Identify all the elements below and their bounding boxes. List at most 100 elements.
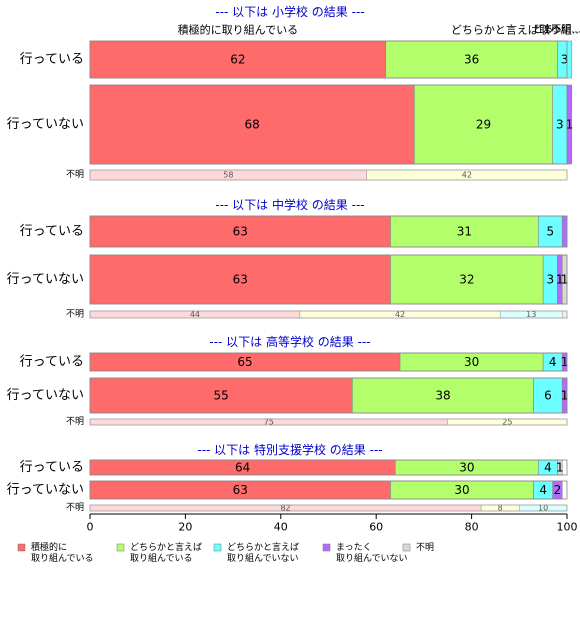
unknown-value-1-1: 42	[395, 310, 405, 319]
top-header-label-3: まっ...	[542, 24, 571, 36]
bar-value-1-1-2: 3	[546, 273, 554, 287]
top-header-label-1: どちらかと言えば取り組...	[451, 24, 580, 37]
bar-value-0-1-2: 3	[556, 118, 564, 132]
unknown-value-3-0: 82	[280, 504, 290, 513]
row-label-1-0: 行っている	[20, 224, 84, 239]
bar-value-2-1-3: 1	[561, 389, 569, 403]
unknown-segment-1-4	[561, 310, 568, 319]
bar-segment-0-0-0	[89, 40, 387, 79]
row-label-3-0: 行っている	[20, 460, 84, 475]
bar-outline-3-1	[89, 480, 568, 500]
bar-value-2-1-2: 6	[544, 389, 552, 403]
unknown-label-2: 不明	[66, 416, 84, 427]
legend-swatch-2	[213, 543, 222, 552]
legend-label-0-1: 取り組んでいる	[31, 552, 94, 564]
legend-label-3-1: 取り組んでいない	[336, 552, 408, 564]
bar-segment-1-1-1	[390, 254, 544, 305]
legend-label-3-0: まったく	[336, 542, 372, 553]
unknown-value-1-0: 44	[190, 310, 200, 319]
legend-label-0-0: 積極的に	[31, 541, 67, 553]
bar-outline-0-1	[89, 84, 568, 165]
bar-segment-2-1-0	[89, 377, 353, 414]
bar-value-0-0-2: 3	[561, 53, 569, 67]
unknown-outline-2	[89, 418, 568, 426]
x-tick-label-3: 60	[369, 521, 383, 534]
bar-value-2-1-0: 55	[214, 389, 229, 403]
unknown-value-1-2: 13	[526, 310, 536, 319]
bar-outline-0-0	[89, 40, 568, 79]
bar-value-3-0-4: 1	[556, 461, 564, 475]
unknown-value-0-0: 58	[223, 171, 233, 180]
bar-value-1-1-4: 1	[561, 273, 569, 287]
bar-segment-1-0-3	[561, 215, 568, 248]
panel-title-0: --- 以下は 小学校 の結果 ---	[215, 4, 364, 19]
unknown-outline-0	[89, 169, 568, 181]
bar-value-3-1-1: 30	[454, 483, 469, 497]
top-header-label-2: どち...	[533, 24, 563, 36]
unknown-outline-1	[89, 310, 568, 319]
row-label-3-1: 行っていない	[7, 483, 84, 498]
bar-outline-2-0	[89, 352, 568, 372]
unknown-value-3-2: 10	[538, 504, 548, 513]
bar-value-3-1-2: 4	[539, 483, 547, 497]
bar-outline-3-0	[89, 459, 568, 476]
unknown-label-3: 不明	[66, 502, 84, 513]
bar-value-0-0-1: 36	[464, 53, 479, 67]
unknown-label-1: 不明	[66, 309, 84, 320]
bar-outline-1-0	[89, 215, 568, 248]
unknown-outline-3	[89, 504, 568, 512]
x-tick-label-4: 80	[465, 521, 479, 534]
bar-value-0-1-0: 68	[245, 118, 260, 132]
legend-label-4-0: 不明	[416, 542, 434, 553]
bar-value-2-1-1: 38	[435, 389, 450, 403]
unknown-value-0-1: 42	[462, 171, 472, 180]
legend-swatch-3	[322, 543, 331, 552]
unknown-value-3-1: 8	[498, 504, 503, 513]
unknown-label-0: 不明	[66, 169, 84, 180]
bar-value-3-0-2: 4	[544, 461, 552, 475]
panel-title-3: --- 以下は 特別支援学校 の結果 ---	[197, 442, 382, 457]
row-label-2-0: 行っている	[20, 355, 84, 370]
legend-label-1-0: どちらかと言えば	[130, 541, 202, 553]
row-label-0-1: 行っていない	[7, 117, 84, 132]
bar-segment-0-1-1	[414, 84, 553, 165]
bar-value-2-0-1: 30	[464, 355, 479, 369]
legend-swatch-1	[116, 543, 125, 552]
x-tick-label-0: 0	[87, 521, 94, 534]
top-header-label-0: 積極的に取り組んでいる	[178, 23, 298, 37]
top-header-label-4: 不明...	[551, 24, 580, 36]
row-label-2-1: 行っていない	[7, 388, 84, 403]
bar-segment-2-1-2	[533, 377, 563, 414]
unknown-value-2-1: 25	[502, 418, 512, 427]
legend-label-2-1: 取り組んでいない	[227, 552, 299, 564]
legend-swatch-0	[17, 543, 26, 552]
bar-segment-1-0-0	[89, 215, 391, 248]
legend-label-1-1: 取り組んでいる	[130, 552, 193, 564]
bar-value-3-1-3: 2	[554, 483, 562, 497]
bar-outline-2-1	[89, 377, 568, 414]
legend-label-2-0: どちらかと言えば	[227, 541, 299, 553]
bar-value-2-0-2: 4	[549, 355, 557, 369]
bar-value-1-0-2: 5	[546, 225, 554, 239]
row-label-0-0: 行っている	[20, 52, 84, 67]
panel-title-1: --- 以下は 中学校 の結果 ---	[215, 197, 364, 212]
bar-value-2-0-3: 1	[561, 355, 569, 369]
legend-swatch-4	[402, 543, 411, 552]
panel-title-2: --- 以下は 高等学校 の結果 ---	[209, 334, 370, 349]
bar-value-1-1-0: 63	[233, 273, 248, 287]
bar-value-2-0-0: 65	[237, 355, 252, 369]
bar-value-3-1-0: 63	[233, 483, 248, 497]
bar-value-0-1-1: 29	[476, 118, 491, 132]
bar-value-0-1-3: 1	[566, 118, 574, 132]
bar-value-3-0-1: 30	[459, 461, 474, 475]
x-tick-label-5: 100	[557, 521, 578, 534]
bar-value-3-0-0: 64	[235, 461, 250, 475]
x-tick-label-1: 20	[178, 521, 192, 534]
bar-value-1-0-1: 31	[457, 225, 472, 239]
bar-value-1-1-3: 1	[556, 273, 564, 287]
bar-value-1-1-1: 32	[459, 273, 474, 287]
row-label-1-1: 行っていない	[7, 272, 84, 287]
bar-segment-1-1-0	[89, 254, 391, 305]
